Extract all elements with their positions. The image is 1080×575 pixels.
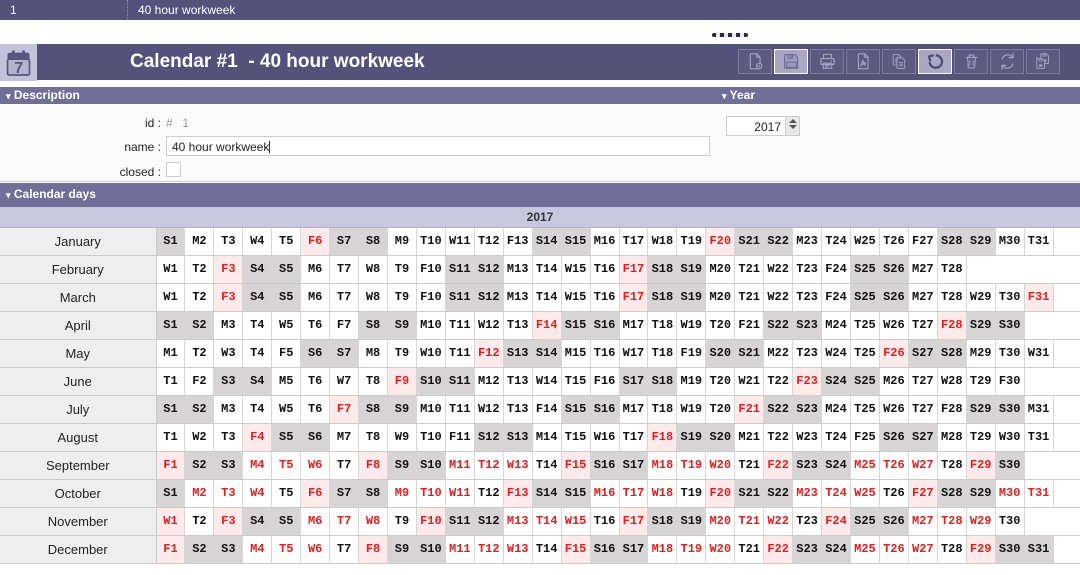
svg-text:7: 7 [14, 60, 23, 77]
